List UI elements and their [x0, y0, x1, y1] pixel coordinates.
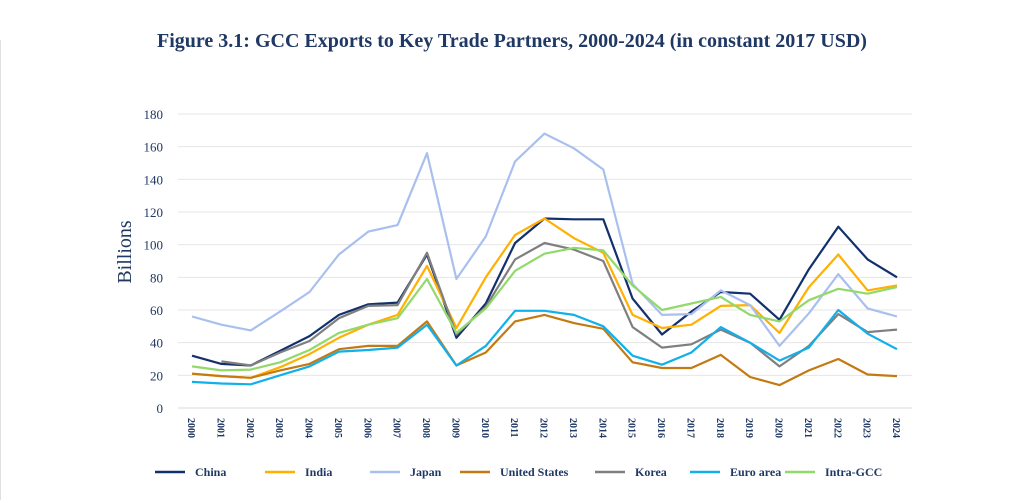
y-tick-label: 160: [144, 140, 164, 155]
legend-label-intra-gcc: Intra-GCC: [825, 465, 882, 479]
x-tick-label: 2019: [743, 418, 754, 438]
x-tick-label: 2004: [303, 418, 314, 438]
x-tick-label: 2007: [391, 418, 402, 438]
legend-label-euro-area: Euro area: [730, 465, 781, 479]
x-tick-label: 2015: [626, 418, 637, 438]
x-tick-label: 2003: [273, 418, 284, 438]
x-tick-label: 2009: [449, 418, 460, 438]
x-tick-label: 2016: [655, 418, 666, 438]
x-tick-label: 2000: [185, 418, 196, 438]
x-tick-label: 2006: [361, 418, 372, 438]
y-tick-label: 40: [150, 336, 163, 351]
y-tick-label: 140: [144, 172, 164, 187]
x-tick-label: 2013: [567, 418, 578, 438]
legend-label-india: India: [305, 465, 332, 479]
x-tick-label: 2011: [508, 418, 519, 437]
y-tick-label: 0: [157, 401, 164, 416]
x-tick-label: 2010: [479, 418, 490, 438]
series-line-euro-area: [191, 308, 898, 386]
legend-label-united-states: United States: [500, 465, 569, 479]
y-tick-label: 100: [144, 238, 164, 253]
series-line-united-states: [191, 313, 898, 387]
y-tick-label: 80: [150, 270, 163, 285]
series-line-india: [191, 217, 898, 379]
series-line-intra-gcc: [191, 246, 898, 372]
x-tick-label: 2002: [244, 418, 255, 438]
legend-label-japan: Japan: [410, 465, 442, 479]
x-tick-label: 2021: [802, 418, 813, 438]
series-line-japan: [191, 132, 898, 347]
y-tick-label: 180: [144, 107, 164, 122]
page-edge: [0, 40, 1, 500]
x-tick-label: 2001: [214, 418, 225, 438]
x-tick-label: 2008: [420, 418, 431, 438]
x-tick-label: 2018: [714, 418, 725, 438]
y-tick-label: 60: [150, 303, 163, 318]
y-tick-label: 20: [150, 368, 163, 383]
chart-title: Figure 3.1: GCC Exports to Key Trade Par…: [157, 30, 867, 52]
x-tick-label: 2012: [538, 418, 549, 438]
series-line-china: [191, 217, 898, 367]
y-axis-label: Billions: [114, 220, 136, 284]
x-tick-label: 2014: [596, 418, 607, 438]
legend-label-china: China: [195, 465, 226, 479]
x-tick-label: 2017: [684, 418, 695, 438]
series-line-korea: [221, 241, 898, 368]
x-tick-label: 2020: [773, 418, 784, 438]
x-tick-label: 2023: [861, 418, 872, 438]
x-tick-label: 2005: [332, 418, 343, 438]
y-tick-label: 120: [144, 205, 164, 220]
x-tick-label: 2022: [831, 418, 842, 438]
legend-label-korea: Korea: [635, 465, 667, 479]
x-tick-label: 2024: [890, 418, 901, 438]
